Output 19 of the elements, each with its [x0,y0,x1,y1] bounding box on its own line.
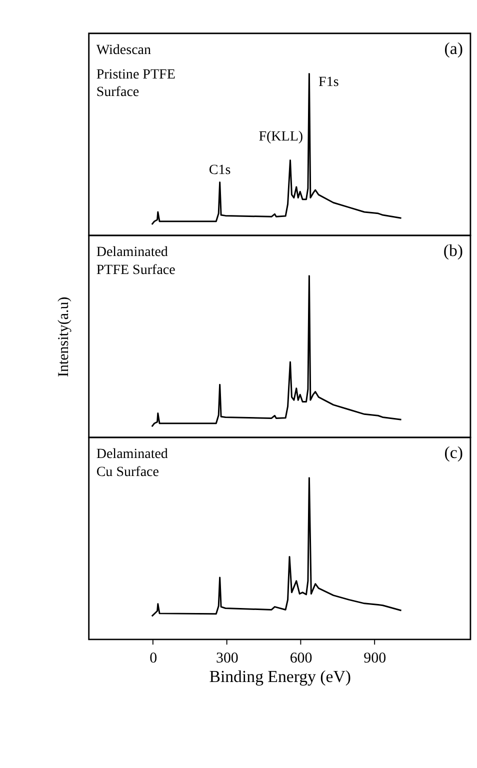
x-tick-label: 600 [290,650,312,666]
x-axis-title: Binding Energy (eV) [209,667,352,686]
text: (c) [444,443,463,462]
x-tick-label: 300 [216,650,238,666]
text: Delaminated [96,447,168,462]
annotation: Cu Surface [96,464,160,480]
annotation: F(KLL) [258,130,304,145]
annotation: C1s [208,162,231,178]
annotation: Surface [96,85,140,100]
annotation: F1s [318,74,339,90]
annotation: Pristine PTFE [96,67,176,82]
text: (b) [443,240,463,260]
y-axis-title: Intensity(a.u) [56,296,72,377]
x-tick-label: 900 [364,650,386,666]
text: Delaminated [96,244,168,260]
text: Widescan [96,42,152,58]
text: (a) [444,38,463,58]
annotation: PTFE Surface [96,262,176,278]
x-tick-label: 0 [150,650,158,666]
